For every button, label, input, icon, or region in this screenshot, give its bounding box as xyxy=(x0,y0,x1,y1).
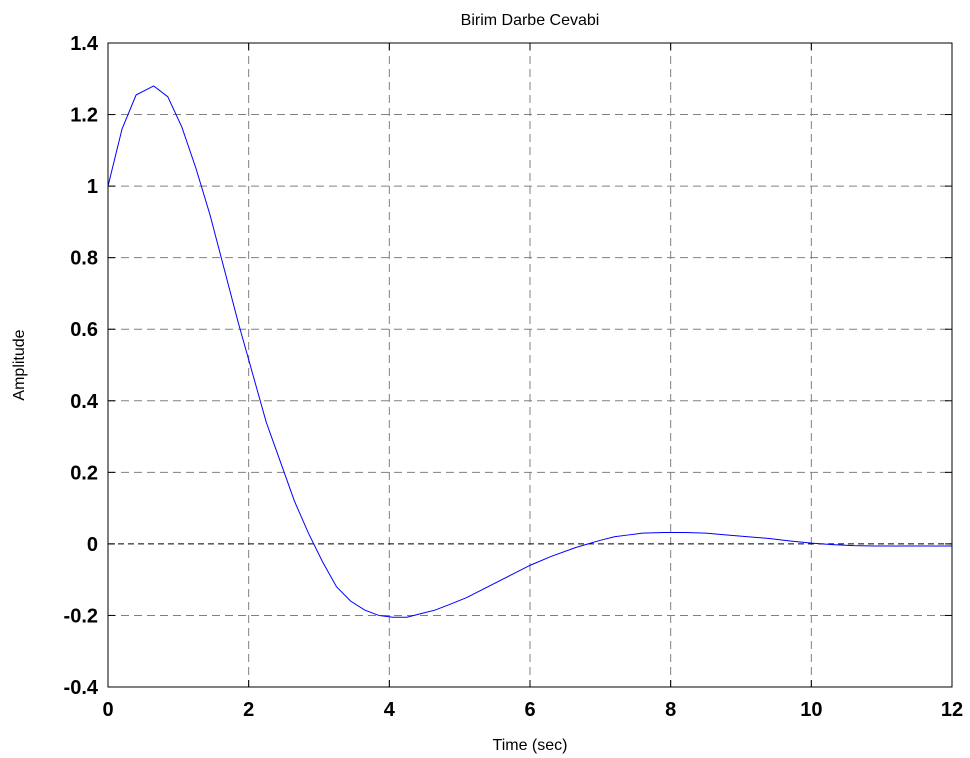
x-tick-labels: 0 2 4 6 8 10 12 xyxy=(102,699,963,721)
x-tick-label: 6 xyxy=(524,699,535,721)
x-axis-label: Time (sec) xyxy=(493,737,568,754)
y-tick-label: 1.4 xyxy=(70,33,99,55)
y-tick-label: 1.2 xyxy=(70,105,98,127)
chart-title: Birim Darbe Cevabi xyxy=(461,12,600,29)
y-tick-label: -0.4 xyxy=(64,677,99,699)
grid-lines xyxy=(108,43,952,687)
x-tick-label: 10 xyxy=(800,699,822,721)
y-tick-label: 0.2 xyxy=(70,462,98,484)
x-tick-label: 4 xyxy=(384,699,396,721)
series-line xyxy=(107,85,952,618)
x-tick-label: 12 xyxy=(941,699,963,721)
y-axis-label: Amplitude xyxy=(11,329,28,400)
y-tick-label: 0.4 xyxy=(70,391,99,413)
x-tick-label: 2 xyxy=(243,699,254,721)
x-tick-label: 8 xyxy=(665,699,676,721)
y-tick-label: 0.8 xyxy=(70,248,98,270)
y-tick-label: -0.2 xyxy=(64,605,98,627)
tick-marks xyxy=(107,42,953,688)
y-tick-label: 0.6 xyxy=(70,319,98,341)
x-tick-label: 0 xyxy=(102,699,113,721)
y-tick-label: 1 xyxy=(87,176,98,198)
y-tick-label: 0 xyxy=(87,534,98,556)
y-tick-labels: 1.4 1.2 1 0.8 0.6 0.4 0.2 0 -0.2 -0.4 xyxy=(64,33,99,699)
